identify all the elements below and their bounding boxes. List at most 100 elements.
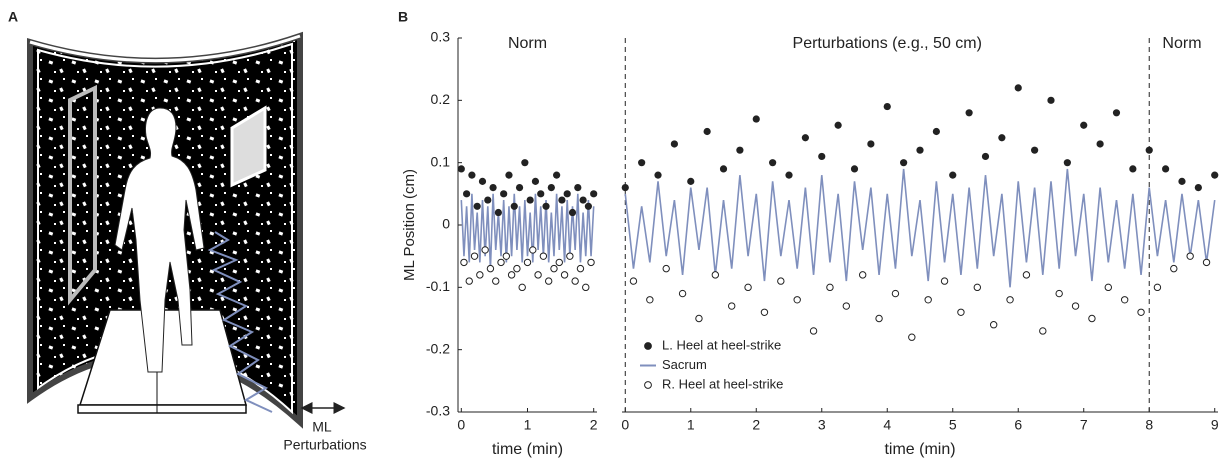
right-heel-point (518, 283, 526, 292)
y-tick-label: 0.2 (431, 91, 451, 107)
left-heel-point (1047, 96, 1055, 104)
left-heel-point (752, 115, 760, 123)
left-heel-point (818, 152, 826, 161)
right-heel-point (507, 271, 516, 279)
right-heel-point (539, 252, 548, 260)
right-heel-point (571, 277, 579, 285)
right-heel-point (842, 302, 851, 310)
right-heel-point (555, 258, 563, 267)
left-heel-point (900, 159, 908, 167)
x-tick-label: 0 (457, 417, 465, 433)
right-heel-point (695, 314, 703, 323)
left-heel-point (949, 171, 957, 179)
right-heel-point (858, 271, 867, 279)
left-heel-point (500, 190, 508, 198)
left-heel-point (537, 190, 545, 198)
panel-label: A (8, 9, 18, 25)
right-heel-point (587, 258, 595, 267)
right-heel-point (544, 277, 553, 285)
x-axis-label: time (min) (492, 441, 563, 458)
left-heel-point (850, 165, 859, 173)
left-heel-point (703, 127, 711, 136)
x-tick-label: 1 (524, 417, 532, 433)
x-tick-label: 3 (818, 417, 826, 433)
right-heel-point (678, 289, 687, 298)
right-heel-point (809, 327, 818, 335)
left-heel-point (579, 196, 587, 204)
left-heel-point (531, 177, 540, 185)
right-heel-point (1137, 308, 1145, 316)
left-heel-point (457, 165, 465, 173)
right-heel-point (777, 277, 785, 285)
right-heel-point (502, 252, 511, 260)
right-heel-point (470, 252, 479, 260)
legend-swatch (644, 381, 652, 389)
right-heel-point (646, 296, 654, 304)
right-heel-point (728, 302, 736, 310)
right-heel-point (534, 271, 542, 279)
legend-label: R. Heel at heel-strike (662, 376, 783, 391)
left-heel-point (638, 159, 646, 167)
right-heel-point (550, 264, 558, 273)
left-heel-point (568, 208, 577, 217)
left-heel-point (769, 159, 777, 167)
left-heel-point (1145, 146, 1153, 154)
right-heel-point (662, 264, 670, 273)
panel-label: B (398, 9, 408, 25)
left-heel-point (484, 196, 492, 204)
right-heel-point (1071, 302, 1080, 310)
left-heel-point (883, 102, 891, 111)
right-heel-point (793, 296, 801, 304)
x-tick-label: 8 (1145, 417, 1153, 433)
x-tick-label: 5 (949, 417, 957, 433)
right-heel-point (744, 283, 752, 292)
left-heel-point (1031, 146, 1039, 154)
left-heel-point (1096, 140, 1104, 148)
right-heel-point (1006, 296, 1014, 304)
region-label: Perturbations (e.g., 50 cm) (793, 35, 982, 52)
left-heel-point (1063, 159, 1071, 167)
left-heel-point (494, 208, 502, 217)
right-heel-point (1186, 252, 1194, 260)
right-heel-point (513, 264, 521, 273)
left-heel-point (981, 152, 990, 161)
left-heel-point (563, 190, 571, 198)
left-heel-point (558, 196, 566, 204)
left-heel-point (489, 184, 497, 192)
x-tick-label: 7 (1080, 417, 1088, 433)
x-tick-label: 9 (1211, 417, 1219, 433)
right-heel-point (875, 314, 883, 323)
left-heel-point (719, 165, 728, 173)
left-heel-point (1194, 184, 1202, 192)
legend-label: L. Heel at heel-strike (662, 337, 781, 352)
left-heel-point (736, 146, 744, 154)
right-heel-point (497, 258, 505, 267)
left-heel-point (542, 202, 550, 210)
right-heel-point (576, 264, 585, 273)
right-heel-point (476, 271, 484, 279)
right-heel-point (1104, 283, 1112, 292)
left-heel-point (510, 202, 518, 210)
x-tick-label: 2 (752, 417, 760, 433)
left-heel-point (834, 121, 842, 129)
legend-label: Sacrum (662, 357, 707, 372)
left-heel-point (553, 171, 561, 179)
right-heel-point (486, 264, 495, 273)
left-heel-point (1178, 177, 1186, 185)
region-label: Norm (1162, 35, 1201, 52)
left-heel-point (1129, 165, 1137, 173)
right-heel-point (460, 258, 468, 267)
left-heel-point (505, 171, 513, 179)
left-heel-point (801, 134, 809, 142)
right-heel-point (924, 296, 932, 304)
left-heel-point (932, 127, 940, 136)
right-heel-point (566, 252, 574, 260)
right-heel-point (465, 277, 473, 285)
left-heel-point (621, 184, 629, 192)
y-tick-label: -0.3 (426, 403, 450, 419)
right-heel-point (1039, 327, 1047, 335)
right-heel-point (1120, 296, 1129, 304)
right-heel-point (908, 333, 916, 341)
